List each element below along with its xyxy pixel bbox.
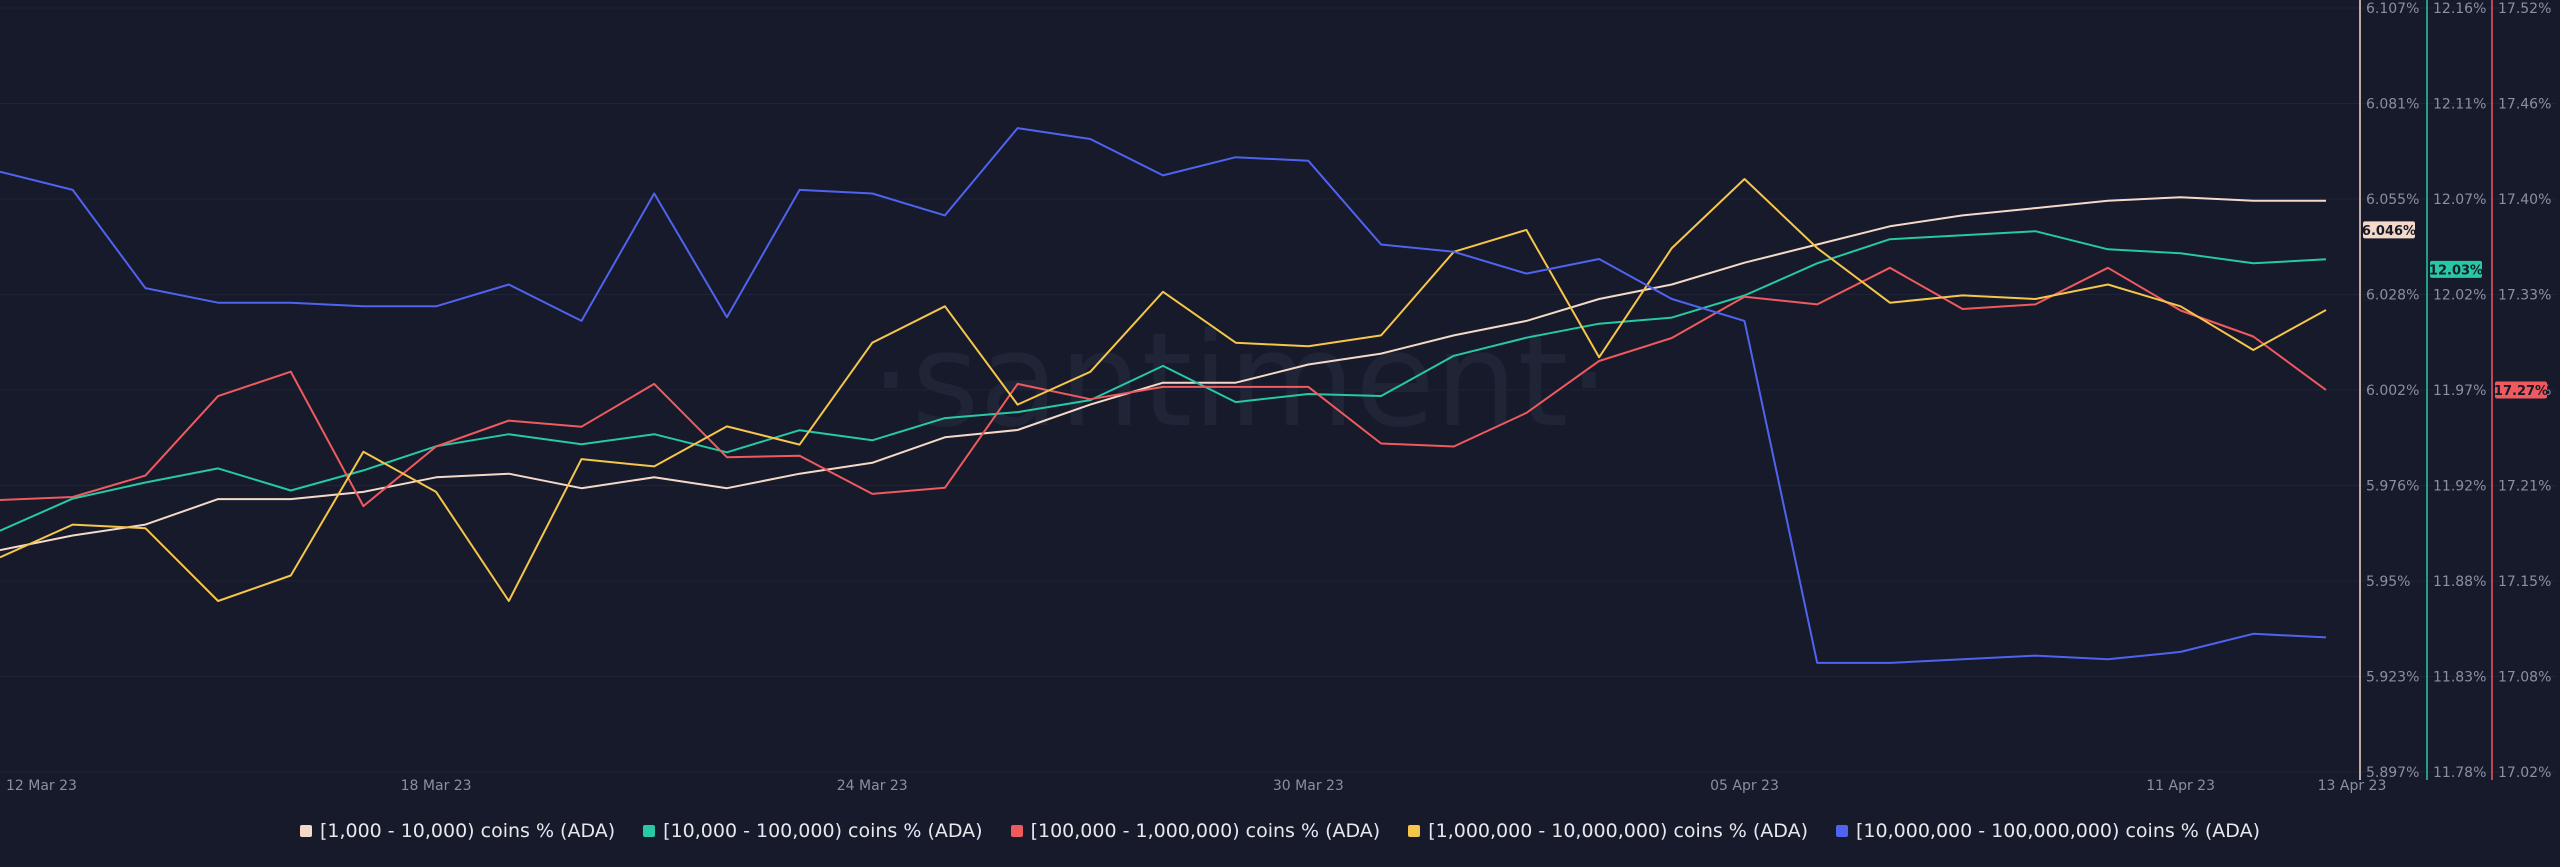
legend: [1,000 - 10,000) coins % (ADA) [10,000 -…	[0, 820, 2560, 842]
x-tick-label: 11 Apr 23	[2146, 778, 2215, 794]
legend-swatch	[1836, 825, 1849, 837]
y-axes: 6.107% 6.081% 6.055% 6.028% 6.002% 5.976% 5.95…	[2359, 0, 2551, 781]
y-tick-label: 6.107%	[2366, 1, 2419, 17]
legend-label: [100,000 - 1,000,000) coins % (ADA)	[1030, 820, 1381, 842]
legend-label: [10,000,000 - 100,000,000) coins % (ADA)	[1856, 820, 2261, 842]
y-tick-label: 6.002%	[2366, 383, 2419, 399]
x-tick-label: 24 Mar 23	[837, 778, 908, 794]
y-tick-label: 12.02%	[2433, 288, 2486, 304]
y-tick-label: 11.97%	[2433, 383, 2486, 399]
x-tick-label: 13 Apr 23	[2318, 778, 2387, 794]
y-tick-label: 17.21%	[2498, 479, 2551, 495]
legend-swatch	[643, 825, 656, 837]
last-value-badge	[2495, 381, 2547, 399]
series-line	[0, 266, 2327, 508]
grid-lines	[0, 7, 2556, 773]
y-tick-label: 12.11%	[2433, 97, 2486, 113]
y-tick-label: 5.976%	[2366, 479, 2419, 495]
x-tick-label: 30 Mar 23	[1273, 778, 1344, 794]
y-tick-label: 17.52%	[2498, 1, 2551, 17]
legend-item-1m-10m[interactable]: [1,000,000 - 10,000,000) coins % (ADA)	[1408, 820, 1808, 842]
series-line	[0, 178, 2327, 602]
y-tick-label: 5.95%	[2366, 574, 2410, 590]
y-tick-label: 17.02%	[2498, 765, 2551, 781]
y-tick-label: 11.92%	[2433, 479, 2486, 495]
y-tick-label: 12.16%	[2433, 1, 2486, 17]
y-tick-label: 12.07%	[2433, 192, 2486, 208]
last-value-badge	[2363, 221, 2415, 239]
legend-label: [1,000,000 - 10,000,000) coins % (ADA)	[1428, 820, 1809, 842]
y-tick-label: 6.055%	[2366, 192, 2419, 208]
x-tick-label: 18 Mar 23	[401, 778, 472, 794]
legend-label: [10,000 - 100,000) coins % (ADA)	[663, 820, 983, 842]
y-tick-label: 17.08%	[2498, 670, 2551, 686]
y-tick-label: 17.33%	[2498, 288, 2551, 304]
last-value-text: 6.046%	[2362, 224, 2416, 239]
legend-swatch	[1408, 825, 1421, 837]
series-line	[0, 230, 2327, 532]
last-value-badge	[2430, 260, 2482, 278]
y-tick-label: 6.081%	[2366, 97, 2419, 113]
x-tick-label: 12 Mar 23	[6, 778, 77, 794]
y-tick-label: 11.78%	[2433, 765, 2486, 781]
series-line	[0, 127, 2327, 664]
y-tick-label: 6.028%	[2366, 288, 2419, 304]
y-tick-label: 11.88%	[2433, 574, 2486, 590]
x-tick-label: 05 Apr 23	[1710, 778, 1779, 794]
y-tick-label: 5.923%	[2366, 670, 2419, 686]
y-tick-label: 17.46%	[2498, 97, 2551, 113]
legend-swatch	[1010, 825, 1023, 837]
legend-label: [1,000 - 10,000) coins % (ADA)	[319, 820, 616, 842]
y-tick-label: 17.40%	[2498, 192, 2551, 208]
legend-item-10k-100k[interactable]: [10,000 - 100,000) coins % (ADA)	[643, 820, 983, 842]
y-tick-label: 11.83%	[2433, 670, 2486, 686]
legend-item-100k-1m[interactable]: [100,000 - 1,000,000) coins % (ADA)	[1010, 820, 1381, 842]
legend-swatch	[299, 825, 312, 837]
y-tick-label: 17.15%	[2498, 574, 2551, 590]
last-value-text: 17.27%	[2494, 384, 2548, 399]
last-value-labels: 6.046% 12.03% 17.27%	[2362, 221, 2548, 399]
y-tick-label: 5.897%	[2366, 765, 2419, 781]
legend-item-10m-100m[interactable]: [10,000,000 - 100,000,000) coins % (ADA)	[1836, 820, 2260, 842]
last-value-text: 12.03%	[2429, 263, 2483, 278]
legend-item-1k-10k[interactable]: [1,000 - 10,000) coins % (ADA)	[299, 820, 616, 842]
x-axis: 12 Mar 23 18 Mar 23 24 Mar 23 30 Mar 23 05 A…	[6, 778, 2386, 794]
series-lines	[0, 127, 2327, 664]
